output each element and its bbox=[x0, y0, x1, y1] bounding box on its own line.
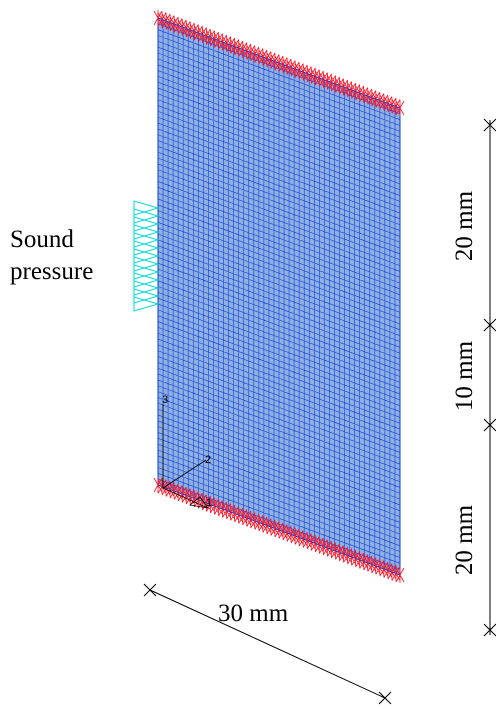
width-dimension-line bbox=[149, 589, 386, 699]
pressure-load bbox=[133, 200, 160, 312]
axis-label: 1 bbox=[206, 497, 212, 509]
height-ticks bbox=[483, 118, 496, 637]
width-ticks bbox=[143, 583, 392, 705]
dimensions bbox=[143, 118, 496, 705]
mesh-lines bbox=[157, 17, 401, 576]
load-label: pressure bbox=[10, 258, 93, 285]
height-label: 10 mm bbox=[451, 340, 478, 411]
height-label: 20 mm bbox=[451, 190, 478, 261]
boundary-conditions bbox=[153, 10, 405, 583]
height-label: 20 mm bbox=[451, 504, 478, 575]
axis-label: 3 bbox=[162, 394, 168, 406]
pressure-arrows bbox=[133, 200, 160, 312]
load-label: Sound bbox=[10, 226, 74, 253]
fixed-support bbox=[153, 10, 405, 583]
width-label: 30 mm bbox=[218, 600, 289, 627]
axis-triad bbox=[162, 404, 209, 509]
axis-label: 2 bbox=[205, 454, 211, 466]
